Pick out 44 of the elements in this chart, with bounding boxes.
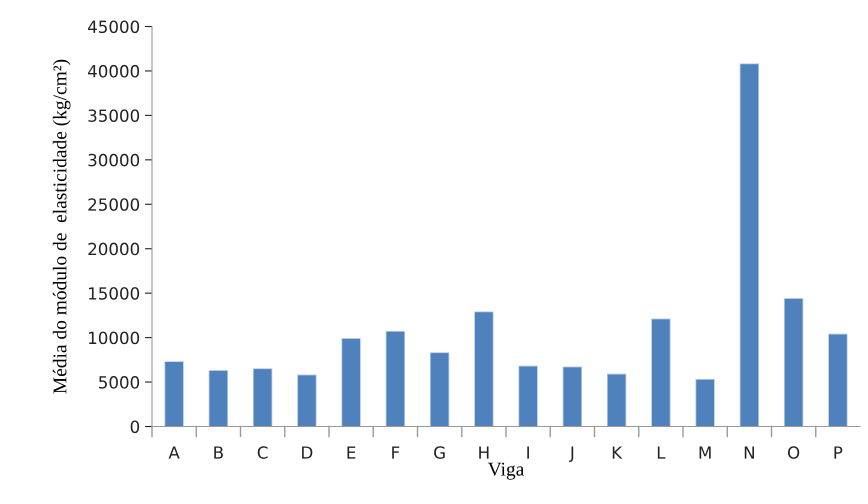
bar [208,370,228,426]
bar [606,374,626,426]
y-tick-label: 5000 [99,376,140,389]
y-tick-label: 45000 [88,20,140,34]
bar [740,63,760,426]
y-tick-label: 20000 [88,242,140,256]
bar [430,352,450,426]
x-tick-label: E [347,446,356,459]
x-tick-label: L [658,446,666,459]
y-tick-label: 10000 [89,332,140,344]
bar [518,366,538,426]
x-tick-label: M [700,446,711,459]
x-tick-label: F [392,446,400,459]
x-tick-label: H [479,446,489,459]
x-tick-label: J [569,446,574,462]
x-tick-label: C [258,446,268,459]
x-tick-label: N [744,446,754,459]
x-tick-label: I [527,446,529,459]
bar [341,338,361,426]
y-tick-label: 15000 [89,287,140,300]
x-tick-label: K [612,446,622,459]
x-tick-label: D [302,446,312,459]
y-tick-label: 0 [130,420,140,434]
bar [474,311,494,426]
bar [164,361,184,426]
x-axis-title: Viga [488,462,524,480]
bar [562,366,582,426]
x-tick-label: B [214,446,223,459]
bar [297,374,317,426]
y-tick-label: 25000 [88,198,140,211]
y-tick-label: 30000 [88,154,140,166]
bar [828,334,848,426]
bar [695,378,715,426]
x-tick-label: G [434,446,445,459]
y-tick-label: 35000 [88,109,140,122]
bar [651,318,671,426]
x-tick-label: P [834,446,842,459]
y-axis-title: Média do módulo de elasticidade (kg/cm²) [52,60,71,394]
bar [252,368,272,426]
x-tick-label: A [168,446,180,459]
x-tick-label: O [788,446,800,459]
bar [784,298,804,426]
bar [386,330,406,426]
y-tick-label: 40000 [88,64,140,78]
